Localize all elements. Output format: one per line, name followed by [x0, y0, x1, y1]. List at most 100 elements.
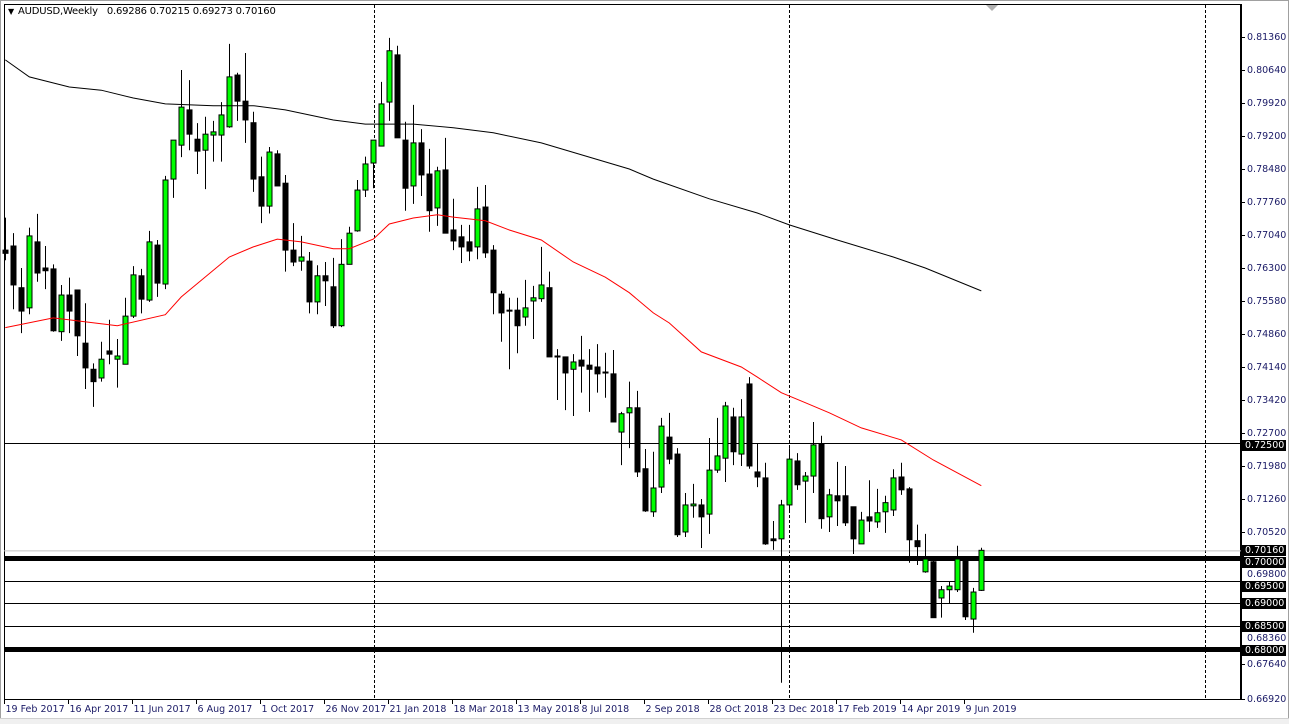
y-tick-label: 0.80640: [1247, 64, 1287, 76]
candle: [506, 297, 513, 370]
candle-body-bullish: [298, 256, 305, 262]
chart-header: ▼ AUDUSD,Weekly 0.69286 0.70215 0.69273 0…: [8, 6, 276, 17]
candle-body-bullish: [530, 297, 537, 302]
candle-body-bearish: [674, 453, 681, 536]
candle: [722, 401, 729, 483]
candle-body-bullish: [362, 163, 369, 191]
candle: [850, 506, 857, 554]
candle: [866, 480, 873, 532]
candle: [650, 451, 657, 517]
candle-body-bearish: [194, 138, 201, 152]
candle: [970, 587, 977, 633]
candle: [658, 417, 665, 494]
x-tick-label: 28 Oct 2018: [709, 704, 769, 715]
candle-body-bearish: [282, 182, 289, 251]
candle-body-bearish: [746, 383, 753, 467]
candle-body-bearish: [186, 109, 193, 135]
candle-body-bearish: [898, 476, 905, 491]
candle: [258, 156, 265, 224]
candle-body-bearish: [242, 100, 249, 121]
candle-body-bearish: [50, 268, 57, 332]
candle-body-bearish: [466, 241, 473, 252]
candle: [858, 511, 865, 545]
y-tick-label: 0.81360: [1247, 31, 1287, 43]
level-price-label: 0.68500: [1242, 621, 1286, 632]
candle: [138, 268, 145, 314]
candle: [594, 344, 601, 393]
candle: [578, 335, 585, 393]
candle: [794, 453, 801, 490]
y-tick-label: 0.71260: [1247, 493, 1287, 505]
y-tick-label: 0.77760: [1247, 196, 1287, 208]
candle-body-bearish: [514, 309, 521, 327]
candle-body-bearish: [250, 122, 257, 180]
quote-close: 0.70160: [235, 6, 276, 17]
candle: [234, 72, 241, 121]
candle-body-bullish: [714, 455, 721, 471]
candle: [706, 438, 713, 534]
candle: [466, 224, 473, 262]
candle: [754, 443, 761, 488]
candle-body-bullish: [970, 591, 977, 620]
y-tick-label: 0.66920: [1247, 693, 1287, 705]
level-price-label: 0.70000: [1242, 557, 1286, 568]
candle-body-bullish: [58, 294, 65, 333]
level-price-label: 0.69000: [1242, 598, 1286, 609]
candle: [58, 284, 65, 341]
candle: [290, 223, 297, 267]
candle: [546, 271, 553, 358]
candle-body-bearish: [962, 557, 969, 618]
candle: [642, 449, 649, 512]
x-tick-label: 8 Jul 2018: [581, 704, 630, 715]
candle: [746, 377, 753, 469]
candle-body-bearish: [82, 342, 89, 369]
candle: [434, 166, 441, 226]
candle-body-bearish: [402, 139, 409, 189]
candle-body-bearish: [10, 245, 17, 286]
candle: [74, 289, 81, 356]
candle-body-bearish: [906, 488, 913, 541]
level-price-label: 0.72500: [1242, 439, 1286, 451]
x-tick-label: 14 Apr 2019: [901, 704, 961, 715]
y-tick-label: 0.73420: [1247, 394, 1287, 406]
candle: [930, 559, 937, 619]
candle-body-bearish: [306, 260, 313, 303]
candle-body-bearish: [914, 540, 921, 548]
candle: [266, 146, 273, 214]
candle-body-bullish: [650, 487, 657, 513]
candle: [762, 462, 769, 545]
candle: [554, 349, 561, 400]
candle-body-bearish: [426, 173, 433, 212]
candle-body-bearish: [394, 54, 401, 139]
candle: [210, 120, 217, 162]
candle: [770, 520, 777, 550]
candle: [674, 448, 681, 538]
candle-body-bearish: [634, 407, 641, 473]
candle: [34, 213, 41, 282]
candle-body-bearish: [794, 460, 801, 486]
level-price-label: 0.68000: [1242, 645, 1286, 656]
candle: [106, 319, 113, 365]
candle: [386, 37, 393, 121]
candle: [954, 545, 961, 593]
candle: [282, 174, 289, 272]
chart-shift-marker-icon[interactable]: [986, 5, 998, 11]
candle-body-bearish: [154, 244, 161, 284]
candle: [50, 264, 57, 332]
candle-body-bullish: [170, 139, 177, 180]
triangle-down-icon[interactable]: ▼: [8, 7, 14, 16]
candle: [482, 185, 489, 258]
candle-body-bullish: [522, 307, 529, 318]
level-price-label: 0.69500: [1242, 581, 1286, 592]
candle-body-bearish: [458, 236, 465, 248]
candle: [890, 469, 897, 516]
candle-body-bearish: [138, 275, 145, 300]
candle-body-bullish: [954, 558, 961, 591]
candle-body-bearish: [90, 368, 97, 383]
chart-plot-area[interactable]: [4, 4, 1241, 700]
x-tick-label: 6 Aug 2017: [197, 704, 253, 715]
candle-body-bearish: [490, 249, 497, 294]
candle: [626, 381, 633, 449]
candle-body-bearish: [754, 471, 761, 478]
candle-body-bullish: [354, 189, 361, 232]
